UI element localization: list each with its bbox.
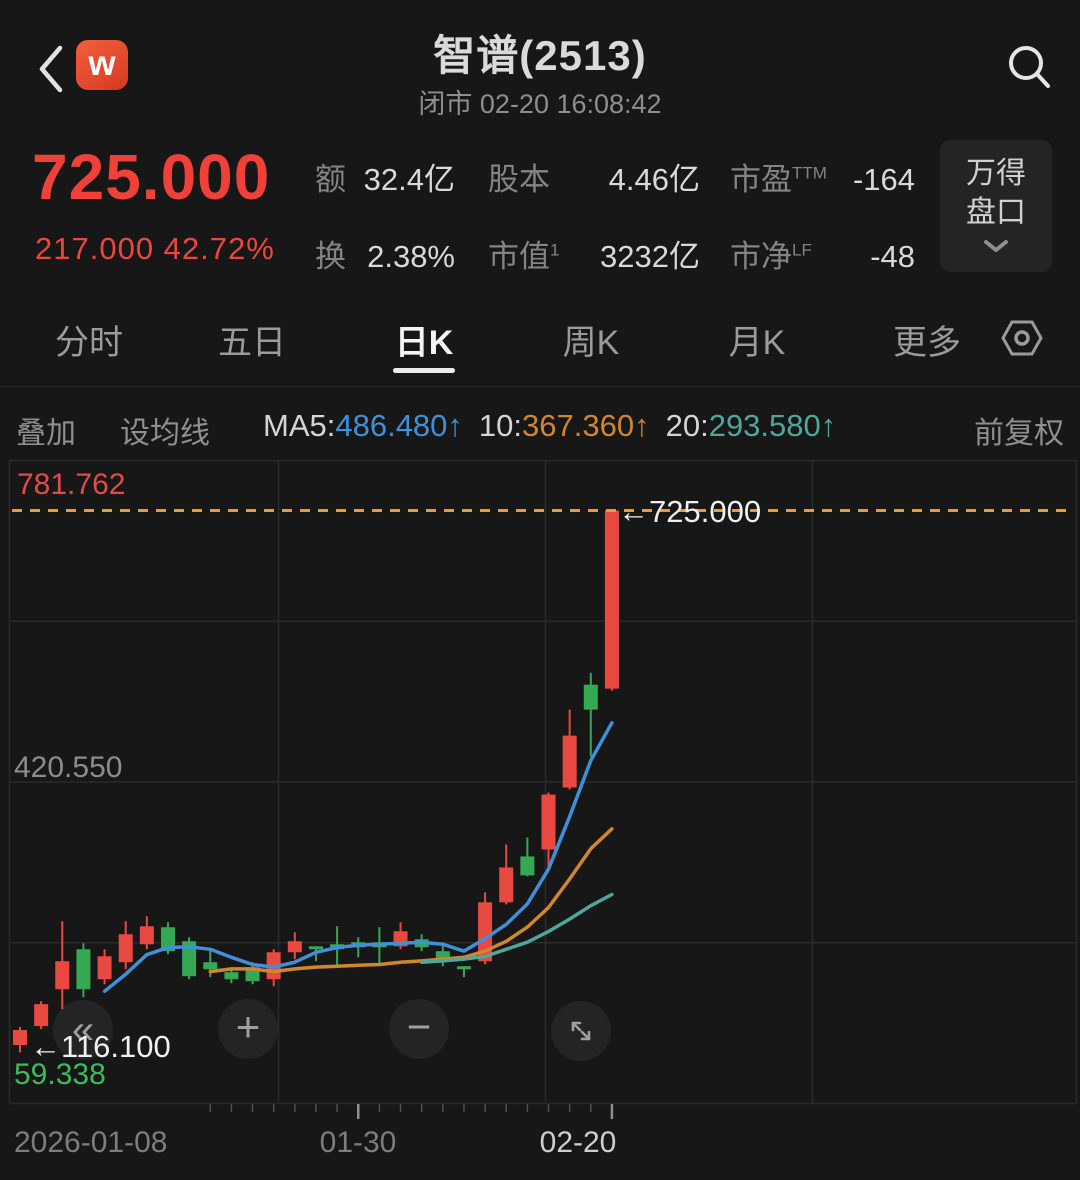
y-mid-label: 420.550 <box>14 751 123 784</box>
tab-five-day[interactable]: 五日 <box>218 324 286 362</box>
stat-amount: 额 32.4亿 <box>315 162 455 197</box>
tab-minute[interactable]: 分时 <box>55 324 123 362</box>
tab-weekly-k[interactable]: 周K <box>562 324 620 362</box>
stat-pb: 市净LF -48 <box>730 239 915 274</box>
search-icon[interactable] <box>1000 40 1056 94</box>
last-price: 725.000 <box>32 141 271 213</box>
active-tab-underline <box>393 368 455 373</box>
market-status: 闭市 02-20 16:08:42 <box>418 89 662 119</box>
ma10-value: 367.360↑ <box>522 408 650 443</box>
y-min-label: 59.338 <box>14 1058 106 1091</box>
last-price-marker: ←725.000 <box>618 494 762 529</box>
stat-pe: 市盈TTM -164 <box>730 162 915 197</box>
ma5-value: 486.480↑ <box>335 408 463 443</box>
adjust-mode-button[interactable]: 前复权 <box>974 417 1064 450</box>
stat-shares: 股本 4.46亿 <box>488 162 700 197</box>
tabs-separator <box>0 386 1080 387</box>
x-label-start: 2026-01-08 <box>14 1126 168 1159</box>
wind-logo[interactable]: w <box>76 40 128 90</box>
x-label-mid: 01-30 <box>319 1126 397 1159</box>
chevron-down-icon <box>984 240 1008 252</box>
low-price-marker: ←116.100 <box>30 1029 171 1064</box>
tab-daily-k[interactable]: 日K <box>394 324 454 362</box>
ma20-value: 293.580↑ <box>708 408 837 443</box>
candlestick-chart[interactable] <box>0 460 1080 1120</box>
zoom-in-button[interactable]: + <box>218 999 278 1059</box>
back-icon[interactable] <box>36 44 66 94</box>
stat-turnover: 换 2.38% <box>315 239 455 274</box>
set-ma-button[interactable]: 设均线 <box>120 417 210 450</box>
rewind-button[interactable]: « <box>53 1000 113 1060</box>
expand-icon <box>571 1021 591 1041</box>
price-change: 217.000 42.72% <box>35 231 275 266</box>
zoom-out-button[interactable]: − <box>389 999 449 1059</box>
expand-button[interactable] <box>551 1001 611 1061</box>
wind-orderbook-button[interactable]: 万得 盘口 <box>940 140 1052 272</box>
stat-market-cap: 市值1 3232亿 <box>488 239 700 274</box>
panel-button-label: 万得 <box>966 157 1026 190</box>
x-label-last: 02-20 <box>539 1126 617 1159</box>
ma-legend: MA5:486.480↑ 10:367.360↑ 20:293.580↑ <box>263 408 837 443</box>
tab-more[interactable]: 更多 <box>893 324 961 362</box>
tab-monthly-k[interactable]: 月K <box>728 324 786 362</box>
panel-button-label2: 盘口 <box>966 196 1026 229</box>
page-title: 智谱(2513) <box>433 32 647 79</box>
y-max-label: 781.762 <box>17 468 126 501</box>
chart-settings-icon[interactable] <box>1001 318 1043 358</box>
wind-logo-letter: w <box>88 44 116 83</box>
overlay-button[interactable]: 叠加 <box>16 417 76 450</box>
